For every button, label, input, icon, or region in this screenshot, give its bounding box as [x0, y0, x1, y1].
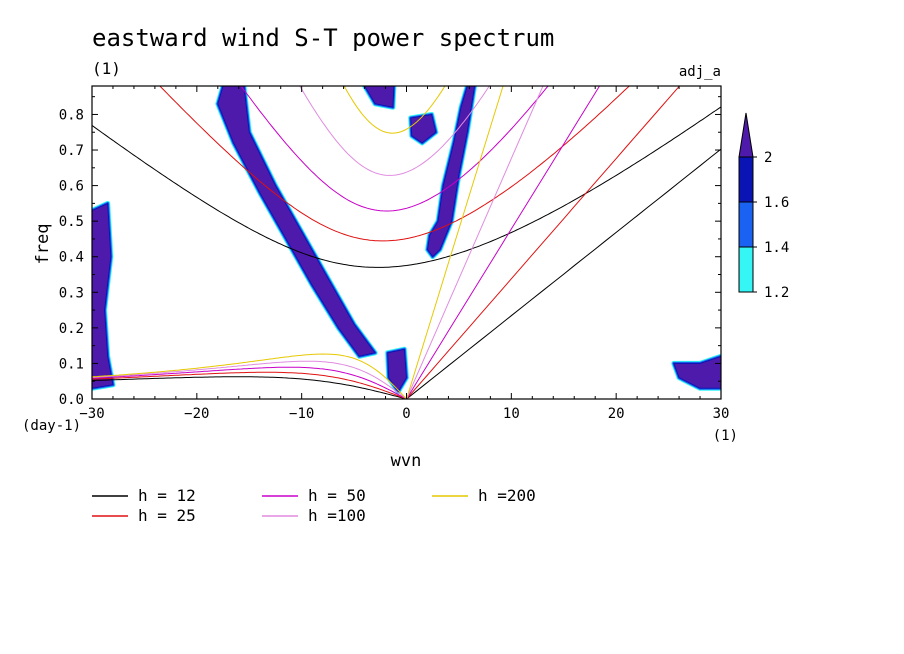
legend-label: h =100 — [308, 506, 366, 525]
series-3-curve-1 — [92, 366, 407, 399]
y-tick-label: 0.6 — [59, 179, 84, 195]
series-2-curve-3 — [406, 86, 681, 399]
colorbar-label: 1.2 — [764, 285, 789, 301]
dataset-label: adj_a — [679, 64, 721, 80]
shaded-region-7 — [671, 353, 721, 391]
dispersion-curves — [92, 86, 721, 399]
x-tick-label: −30 — [79, 406, 104, 422]
series-5-curve-2 — [343, 86, 446, 134]
chart-subtitle: (1) — [92, 59, 121, 78]
series-2-lines — [92, 86, 681, 399]
series-3-curve-2 — [240, 86, 549, 212]
series-1-curve-1 — [92, 376, 407, 399]
colorbar-swatch-2 — [738, 201, 754, 248]
axis-ticks: −30 −20 −10 0 10 20 30 0.0 0.1 0.2 0.3 0.4 0.5 0.6 0.7… — [59, 86, 730, 422]
series-5-lines — [92, 86, 504, 399]
shaded-region-5 — [408, 112, 439, 146]
y-tick-label: 0.7 — [59, 143, 84, 159]
series-5-curve-3 — [406, 86, 504, 399]
colorbar-label: 1.4 — [764, 240, 789, 256]
colorbar-label: 1.6 — [764, 195, 789, 211]
colorbar-label: 2 — [764, 150, 772, 166]
legend-entry-5: h =200 — [432, 486, 536, 505]
x-tick-label: 10 — [503, 406, 520, 422]
shaded-region-4 — [362, 86, 397, 110]
shaded-region-3 — [385, 346, 409, 395]
shaded-region-2 — [425, 86, 478, 260]
legend-entry-4: h =100 — [262, 506, 366, 525]
y-tick-label: 0.4 — [59, 250, 84, 266]
shaded-regions — [92, 86, 721, 395]
y-axis-label: freq — [33, 224, 53, 265]
series-4-lines — [92, 86, 544, 399]
x-axis-label: wvn — [391, 451, 422, 471]
x-tick-label: −20 — [184, 406, 209, 422]
series-1-lines — [92, 106, 721, 399]
colorbar-swatch-1 — [738, 246, 754, 293]
colorbar-swatch-3 — [738, 156, 754, 203]
y-tick-label: 0.0 — [59, 392, 84, 408]
x-tick-label: 0 — [402, 406, 410, 422]
series-4-curve-2 — [299, 86, 490, 176]
y-tick-label: 0.1 — [59, 356, 84, 372]
legend: h = 12h = 25 h = 50h =100 h =200 — [92, 486, 536, 525]
shaded-region-1 — [215, 86, 378, 359]
y-tick-label: 0.5 — [59, 214, 84, 230]
series-4-curve-1 — [92, 360, 407, 399]
legend-label: h = 25 — [138, 506, 196, 525]
legend-entry-3: h = 50 — [262, 486, 366, 505]
chart-title: eastward wind S-T power spectrum — [92, 24, 554, 52]
series-3-curve-3 — [406, 86, 601, 399]
series-4-curve-3 — [406, 86, 544, 399]
legend-label: h = 12 — [138, 486, 196, 505]
colorbar-extend-triangle — [738, 112, 754, 158]
y-unit-label: (day-1) — [22, 418, 81, 434]
x-tick-label: 30 — [713, 406, 730, 422]
y-tick-label: 0.8 — [59, 107, 84, 123]
series-5-curve-1 — [92, 353, 407, 399]
colorbar: 1.2 1.4 1.6 2 — [738, 112, 789, 301]
x-unit-label: (1) — [713, 428, 738, 444]
legend-entry-2: h = 25 — [92, 506, 196, 525]
series-3-lines — [92, 86, 601, 399]
y-tick-label: 0.3 — [59, 285, 84, 301]
legend-entry-1: h = 12 — [92, 486, 196, 505]
series-2-curve-2 — [159, 86, 631, 242]
shaded-region-6 — [92, 200, 116, 391]
series-1-curve-3 — [406, 148, 721, 399]
series-2-curve-1 — [92, 371, 407, 399]
x-tick-label: −10 — [289, 406, 314, 422]
y-tick-label: 0.2 — [59, 321, 84, 337]
x-tick-label: 20 — [608, 406, 625, 422]
legend-label: h =200 — [478, 486, 536, 505]
series-1-curve-2 — [92, 106, 721, 268]
legend-label: h = 50 — [308, 486, 366, 505]
